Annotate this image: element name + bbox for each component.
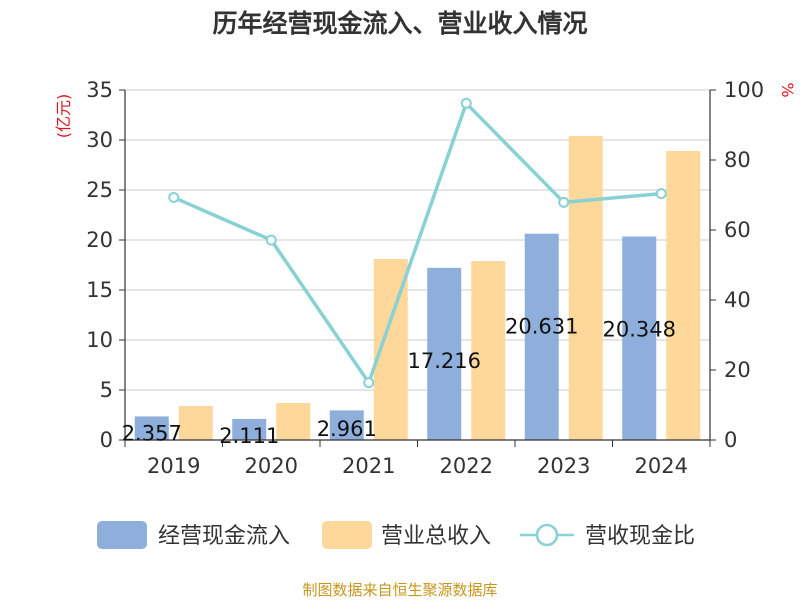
x-tick-label: 2019 bbox=[147, 454, 200, 478]
right-tick-label: 0 bbox=[724, 428, 737, 452]
bar-revenue bbox=[276, 403, 311, 440]
bar-revenue bbox=[666, 151, 701, 440]
right-axis-unit: % bbox=[778, 82, 797, 97]
bar-cash-inflow bbox=[524, 233, 559, 440]
bar-cash-inflow bbox=[427, 267, 462, 440]
x-tick-label: 2022 bbox=[440, 454, 493, 478]
left-tick-label: 0 bbox=[100, 428, 113, 452]
ratio-line-path bbox=[173, 100, 662, 387]
bar-revenue bbox=[178, 406, 213, 440]
x-tick-label: 2020 bbox=[245, 454, 298, 478]
data-label: 2.357 bbox=[122, 421, 182, 445]
ratio-point bbox=[655, 188, 667, 200]
right-tick-label: 60 bbox=[724, 218, 751, 242]
chart-title: 历年经营现金流入、营业收入情况 bbox=[212, 9, 587, 38]
left-tick-label: 35 bbox=[86, 78, 113, 102]
ratio-point bbox=[558, 196, 570, 208]
legend: 经营现金流入 营业总收入 营收现金比 bbox=[97, 521, 695, 549]
legend-swatch bbox=[322, 521, 372, 549]
data-label: 2.111 bbox=[219, 424, 279, 448]
left-axis-unit: (亿元) bbox=[54, 94, 73, 139]
bar-cash-inflow bbox=[622, 236, 657, 440]
data-label: 2.961 bbox=[317, 417, 377, 441]
x-tick-label: 2021 bbox=[342, 454, 395, 478]
source-note: 制图数据来自恒生聚源数据库 bbox=[302, 581, 497, 599]
legend-label: 营收现金比 bbox=[585, 524, 695, 549]
bars bbox=[134, 136, 701, 440]
ratio-line bbox=[168, 97, 667, 389]
legend-label: 营业总收入 bbox=[381, 524, 491, 549]
bar-revenue bbox=[568, 136, 603, 440]
bar-revenue bbox=[471, 261, 506, 440]
left-tick-label: 20 bbox=[86, 228, 113, 252]
ratio-point bbox=[363, 377, 375, 389]
data-label: 20.348 bbox=[603, 318, 676, 342]
legend-label: 经营现金流入 bbox=[158, 524, 290, 549]
legend-swatch-marker bbox=[535, 523, 559, 547]
left-tick-label: 25 bbox=[86, 178, 113, 202]
ratio-point bbox=[460, 97, 472, 109]
ratio-point bbox=[265, 234, 277, 246]
gridlines bbox=[125, 89, 710, 391]
bar-cash-inflow bbox=[232, 418, 267, 440]
bar-cash-inflow bbox=[134, 416, 169, 440]
left-tick-label: 30 bbox=[86, 128, 113, 152]
legend-swatch bbox=[97, 521, 147, 549]
data-label: 17.216 bbox=[408, 349, 481, 373]
bar-cash-inflow bbox=[329, 410, 364, 440]
left-tick-label: 15 bbox=[86, 278, 113, 302]
data-label: 20.631 bbox=[505, 315, 578, 339]
x-tick-label: 2023 bbox=[537, 454, 590, 478]
axes: 0 5 10 15 20 25 30 35 0 20 40 60 80 100 2019 2020 2021 20… bbox=[86, 78, 764, 478]
left-tick-label: 10 bbox=[86, 328, 113, 352]
right-tick-label: 40 bbox=[724, 288, 751, 312]
left-tick-label: 5 bbox=[100, 378, 113, 402]
right-tick-label: 80 bbox=[724, 148, 751, 172]
data-labels: 2.357 2.111 2.961 17.216 20.631 20.348 bbox=[122, 315, 676, 448]
right-tick-label: 20 bbox=[724, 358, 751, 382]
x-tick-label: 2024 bbox=[635, 454, 688, 478]
ratio-point bbox=[168, 191, 180, 203]
right-tick-label: 100 bbox=[724, 78, 764, 102]
